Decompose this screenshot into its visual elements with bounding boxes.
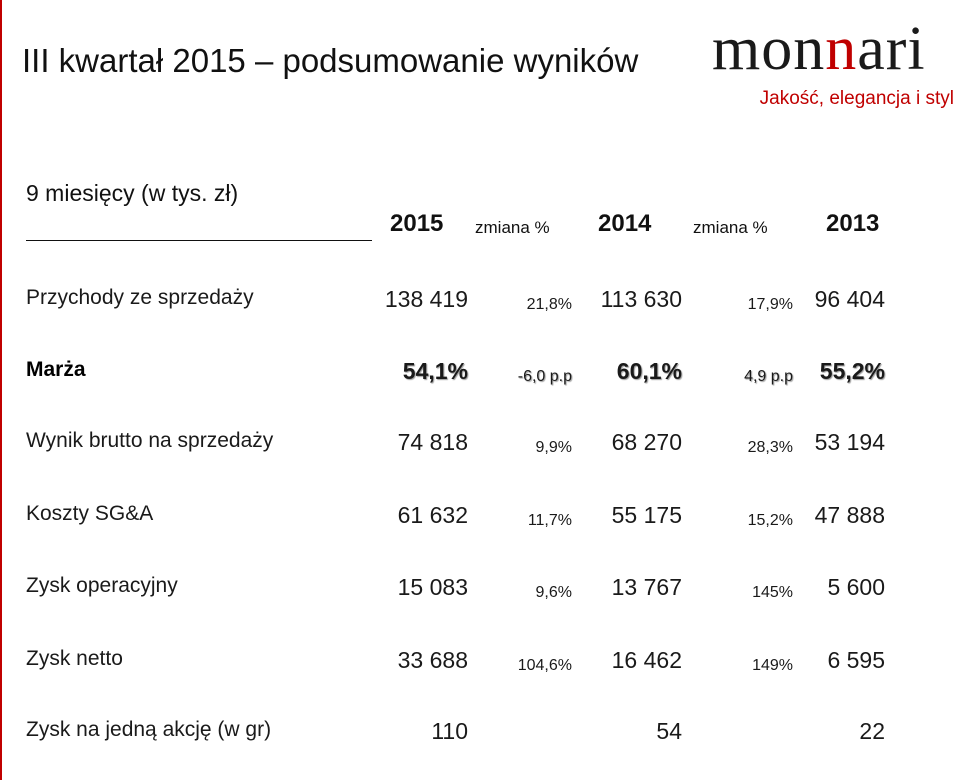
row-label: Koszty SG&A — [26, 502, 154, 525]
value-2013: 22 — [859, 718, 885, 744]
row-label: Zysk operacyjny — [26, 574, 178, 597]
value-2015: 61 632 — [397, 502, 468, 528]
column-header-2014: 2014 — [598, 210, 652, 237]
brand-logo: monnari — [712, 18, 926, 80]
value-2015: 110 — [431, 718, 468, 744]
value-2015: 33 688 — [397, 647, 468, 673]
change-2015-vs-2014: 21,8% — [526, 296, 572, 313]
change-2014-vs-2013: 15,2% — [747, 512, 793, 529]
table-row: Zysk operacyjny 15 083 9,6% 13 767 145% … — [0, 574, 960, 614]
value-2015: 138 419 — [384, 286, 468, 312]
change-2014-vs-2013: 149% — [752, 657, 793, 674]
table-row: Koszty SG&A 61 632 11,7% 55 175 15,2% 47… — [0, 502, 960, 542]
value-2013: 47 888 — [814, 502, 885, 528]
header-underline — [26, 240, 372, 241]
change-2015-vs-2014: 104,6% — [517, 657, 572, 674]
change-2014-vs-2013: 17,9% — [747, 296, 793, 313]
change-2014-vs-2013: 4,9 p.p — [744, 368, 793, 385]
row-label: Marża — [26, 358, 86, 381]
value-2014: 16 462 — [611, 647, 682, 673]
left-accent-rule — [0, 0, 2, 780]
change-2015-vs-2014: -6,0 p.p — [517, 368, 572, 385]
value-2013: 53 194 — [814, 429, 885, 455]
page-title: III kwartał 2015 – podsumowanie wyników — [22, 42, 639, 79]
column-header-2013: 2013 — [826, 210, 880, 237]
value-2013: 55,2% — [819, 358, 885, 384]
value-2015: 15 083 — [397, 574, 468, 600]
logo-text-part2: ari — [857, 15, 926, 83]
value-2014: 60,1% — [616, 358, 682, 384]
table-row: Przychody ze sprzedaży 138 419 21,8% 113… — [0, 286, 960, 326]
table-row: Zysk na jedną akcję (w gr) 110 54 22 — [0, 718, 960, 758]
change-2015-vs-2014: 11,7% — [527, 512, 572, 529]
table-row: Zysk netto 33 688 104,6% 16 462 149% 6 5… — [0, 647, 960, 687]
change-2014-vs-2013: 28,3% — [747, 439, 793, 456]
value-2014: 13 767 — [611, 574, 682, 600]
column-header-change-2: zmiana % — [693, 218, 768, 237]
row-label: Zysk na jedną akcję (w gr) — [26, 718, 272, 741]
row-label: Przychody ze sprzedaży — [26, 286, 254, 309]
value-2013: 96 404 — [814, 286, 885, 312]
table-row: Wynik brutto na sprzedaży 74 818 9,9% 68… — [0, 429, 960, 469]
change-2015-vs-2014: 9,6% — [535, 584, 572, 601]
change-2015-vs-2014: 9,9% — [535, 439, 572, 456]
value-2014: 113 630 — [600, 286, 682, 312]
table-subtitle: 9 miesięcy (w tys. zł) — [26, 180, 239, 206]
logo-text-accent: n — [825, 15, 858, 83]
logo-text-part1: mon — [712, 15, 826, 83]
row-label: Wynik brutto na sprzedaży — [26, 429, 274, 452]
change-2014-vs-2013: 145% — [752, 584, 793, 601]
value-2015: 54,1% — [402, 358, 468, 384]
column-header-change-1: zmiana % — [475, 218, 550, 237]
row-label: Zysk netto — [26, 647, 123, 670]
value-2014: 68 270 — [611, 429, 682, 455]
column-header-2015: 2015 — [390, 210, 444, 237]
brand-tagline: Jakość, elegancja i styl — [759, 88, 954, 109]
value-2014: 55 175 — [611, 502, 682, 528]
value-2014: 54 — [656, 718, 682, 744]
value-2013: 5 600 — [827, 574, 885, 600]
table-row: Marża 54,1% -6,0 p.p 60,1% 4,9 p.p 55,2% — [0, 358, 960, 398]
value-2015: 74 818 — [397, 429, 468, 455]
value-2013: 6 595 — [827, 647, 885, 673]
